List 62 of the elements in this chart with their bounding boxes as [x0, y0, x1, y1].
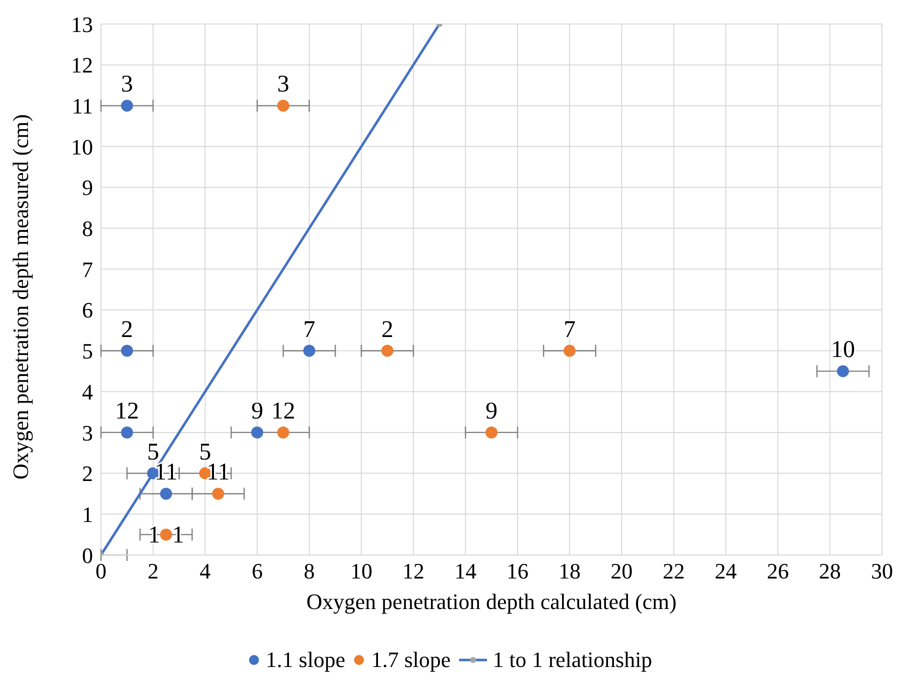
point: [251, 426, 264, 438]
y-tick-label: 9: [82, 175, 93, 200]
x-tick-label: 6: [252, 558, 263, 584]
annotation: 2: [381, 316, 394, 343]
y-tick-label: 4: [82, 379, 93, 404]
y-axis-title: Oxygen penetration depth measured (cm): [8, 114, 33, 480]
x-tick-label: 22: [662, 558, 685, 584]
x-tick-label: 26: [766, 558, 789, 584]
x-tick-label: 20: [610, 558, 633, 584]
annotation: 7: [303, 316, 316, 343]
x-tick-label: 12: [402, 558, 424, 584]
y-tick-label: 8: [82, 216, 93, 242]
annotation: 9: [486, 398, 498, 424]
point: [160, 488, 172, 500]
point: [212, 488, 224, 500]
x-tick-label: 2: [148, 558, 159, 584]
annotation: 10: [830, 337, 855, 364]
x-tick-label: 18: [558, 558, 581, 584]
y-tick-label: 6: [82, 298, 93, 323]
point: [277, 426, 290, 438]
y-tick-label: 2: [82, 461, 93, 486]
annotation: 1: [148, 522, 160, 549]
annotation: 7: [564, 316, 576, 343]
annotation: 2: [121, 316, 134, 343]
x-tick-label: 10: [350, 558, 372, 584]
y-tick-label: 3: [82, 420, 93, 446]
y-tick-label: 10: [71, 134, 93, 160]
annotation: 9: [251, 398, 264, 424]
annotation: 11: [154, 460, 178, 486]
x-tick-label: 24: [714, 558, 737, 584]
point: [121, 100, 134, 112]
annotation: 3: [277, 72, 290, 98]
point: [121, 344, 134, 357]
x-axis-title: Oxygen penetration depth calculated (cm): [306, 589, 677, 614]
x-tick-label: 30: [871, 558, 893, 584]
annotation: 12: [115, 398, 140, 424]
point: [303, 344, 316, 357]
y-tick-label: 7: [82, 256, 93, 282]
point: [160, 528, 172, 541]
annotation: 12: [271, 398, 296, 424]
x-tick-label: 16: [506, 558, 529, 584]
legend-label: 1.7 slope: [370, 647, 451, 673]
y-tick-label: 5: [82, 338, 93, 364]
y-tick-label: 1: [82, 502, 93, 527]
x-tick-label: 4: [200, 558, 211, 584]
y-tick-label: 12: [71, 52, 93, 78]
point: [836, 365, 849, 378]
point: [381, 344, 394, 357]
x-tick-label: 8: [304, 558, 315, 584]
legend-label: 1.1 slope: [264, 647, 346, 673]
y-tick-label: 11: [72, 94, 93, 118]
annotation: 3: [121, 72, 134, 98]
point: [564, 344, 576, 357]
legend-label: 1 to 1 relationship: [492, 647, 652, 673]
point: [486, 426, 498, 438]
point: [121, 426, 134, 438]
x-tick-label: 28: [818, 558, 841, 584]
y-tick-label: 0: [82, 542, 93, 568]
x-tick-label: 14: [454, 558, 476, 584]
y-tick-label: 13: [71, 12, 93, 37]
point: [277, 100, 290, 112]
annotation: 1: [172, 522, 184, 549]
